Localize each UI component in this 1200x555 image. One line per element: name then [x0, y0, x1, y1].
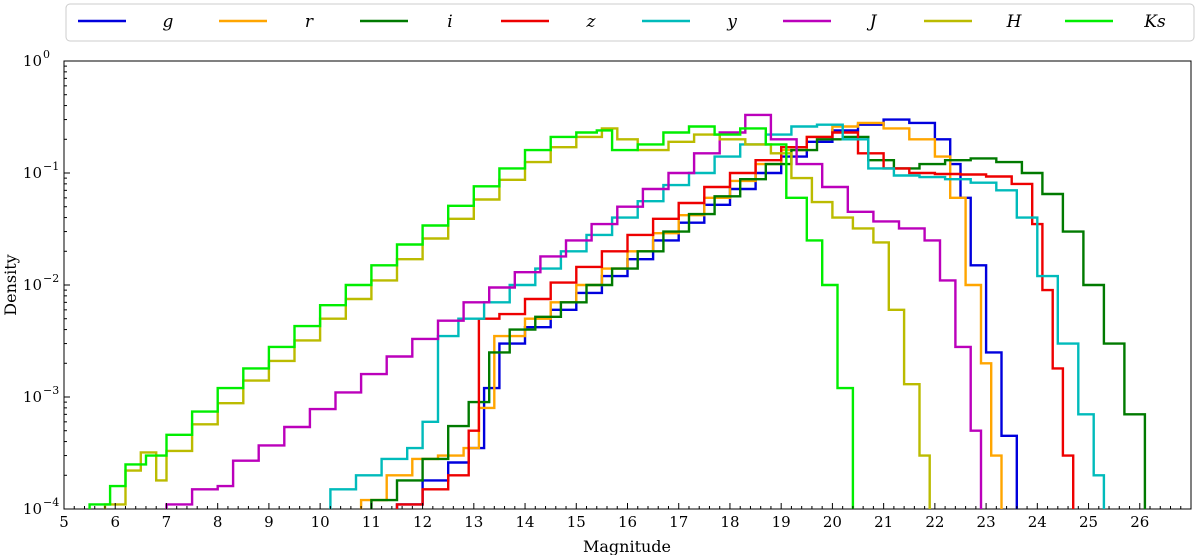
- series-line-r: [359, 121, 1003, 509]
- series-line-y: [329, 123, 1106, 509]
- x-tick-label: 13: [464, 513, 483, 531]
- plot-frame: [63, 60, 1192, 510]
- x-axis: 5 6 7 8 9 10 11 12 13 14 15 16 17 18 19 20 21 22 23 24 25 26: [59, 503, 1192, 531]
- series-line-j: [165, 113, 983, 509]
- x-tick-label: 10: [311, 513, 330, 531]
- series-line-i: [370, 135, 1147, 509]
- x-tick-label: 20: [823, 513, 842, 531]
- x-tick-label: 12: [413, 513, 432, 531]
- legend-label-r: r: [305, 12, 314, 32]
- legend-items: g r i z y J H Ks: [78, 12, 1166, 32]
- x-tick-label: 8: [213, 513, 223, 531]
- x-tick-label: 9: [264, 513, 274, 531]
- y-tick-exponent: −2: [43, 272, 59, 285]
- legend-label-ks: Ks: [1143, 12, 1166, 32]
- x-tick-label: 14: [515, 513, 534, 531]
- series-line-z: [395, 131, 1075, 509]
- x-tick-label: 23: [977, 513, 996, 531]
- y-axis-label: Density: [1, 254, 20, 315]
- y-tick-label: 10: [23, 276, 42, 294]
- series-line-ks: [88, 125, 855, 509]
- x-tick-label: 16: [618, 513, 637, 531]
- series-layer: [88, 113, 1147, 509]
- x-axis-label: Magnitude: [583, 537, 671, 555]
- y-tick-exponent: 0: [43, 48, 50, 61]
- legend-label-y: y: [726, 12, 737, 32]
- x-tick-label: 11: [362, 513, 381, 531]
- y-tick-label: 10: [23, 164, 42, 182]
- x-tick-label: 22: [925, 513, 944, 531]
- x-tick-label: 7: [162, 513, 172, 531]
- y-tick-label: 10: [23, 388, 42, 406]
- x-tick-label: 25: [1079, 513, 1098, 531]
- legend-label-i: i: [447, 12, 452, 32]
- y-tick-label: 10: [23, 52, 42, 70]
- legend-label-h: H: [1006, 12, 1023, 32]
- x-tick-label: 19: [772, 513, 791, 531]
- x-tick-label: 18: [720, 513, 739, 531]
- y-tick-exponent: −1: [43, 160, 59, 173]
- y-tick-exponent: −3: [43, 384, 59, 397]
- legend: g r i z y J H Ks: [65, 3, 1195, 42]
- legend-box: [65, 3, 1195, 42]
- series-line-h: [103, 127, 931, 509]
- y-tick-label: 10: [23, 500, 42, 518]
- legend-label-z: z: [586, 12, 597, 32]
- x-tick-label: 21: [874, 513, 893, 531]
- x-tick-label: 5: [59, 513, 69, 531]
- legend-label-j: J: [867, 12, 878, 32]
- x-tick-label: 6: [110, 513, 120, 531]
- x-tick-label: 15: [567, 513, 586, 531]
- plot-area: [63, 60, 1192, 510]
- y-tick-exponent: −4: [43, 496, 59, 509]
- legend-label-g: g: [163, 12, 174, 32]
- x-tick-label: 17: [669, 513, 688, 531]
- x-tick-label: 26: [1130, 513, 1149, 531]
- x-tick-label: 24: [1028, 513, 1047, 531]
